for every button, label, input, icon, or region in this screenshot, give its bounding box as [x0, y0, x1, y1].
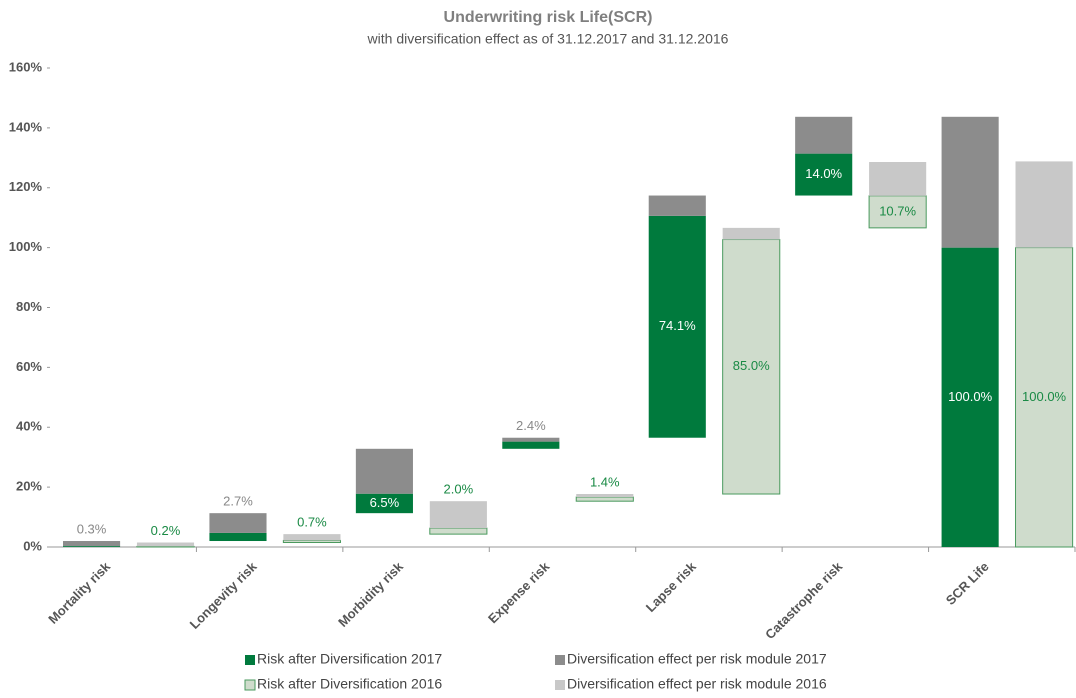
data-label: 14.0%	[805, 166, 842, 181]
y-tick-label: 0%	[23, 538, 42, 553]
bar-segment	[941, 247, 999, 547]
bar-segment	[1015, 247, 1074, 548]
bar-segment	[869, 162, 927, 196]
bar-segment	[355, 448, 413, 494]
legend-label: Risk after Diversification 2017	[257, 651, 442, 667]
data-label: 74.1%	[659, 318, 696, 333]
y-tick-label: 80%	[16, 299, 42, 314]
bar-segment	[502, 437, 560, 442]
bar-segment	[136, 545, 195, 548]
x-tick-label: SCR Life	[943, 559, 992, 608]
bar-segment	[63, 541, 121, 547]
bar-segment	[795, 153, 853, 196]
bar-segment	[576, 494, 634, 498]
data-label: 85.0%	[733, 358, 770, 373]
data-label: 2.4%	[516, 418, 546, 433]
bar-segment	[209, 532, 267, 542]
bar-segment	[355, 493, 413, 514]
y-tick-label: 140%	[9, 119, 43, 134]
data-label: 100.0%	[1022, 389, 1067, 404]
data-label: 0.3%	[77, 521, 107, 536]
bar-segment	[648, 195, 706, 216]
legend-swatch	[245, 655, 255, 665]
x-tick-label: Expense risk	[485, 558, 553, 626]
legend-swatch	[244, 679, 256, 691]
bar-segment	[209, 513, 267, 533]
x-tick-label: Lapse risk	[643, 558, 700, 615]
bar-segment	[502, 441, 560, 449]
data-label: 2.0%	[444, 482, 474, 497]
y-tick-label: 60%	[16, 359, 42, 374]
chart-subtitle: with diversification effect as of 31.12.…	[367, 31, 729, 47]
bar-segment	[648, 215, 706, 438]
bar-segment	[429, 527, 488, 535]
data-label: 10.7%	[879, 203, 916, 218]
legend-label: Diversification effect per risk module 2…	[567, 676, 827, 692]
y-tick-label: 40%	[16, 419, 42, 434]
data-label: 100.0%	[948, 389, 993, 404]
bar-segment	[795, 116, 853, 154]
x-tick-label: Mortality risk	[45, 558, 113, 626]
x-tick-label: Morbidity risk	[335, 558, 406, 629]
legend-swatch	[555, 680, 565, 690]
x-tick-label: Catastrophe risk	[762, 558, 846, 642]
bar-segment	[136, 542, 195, 547]
bar-segment	[575, 496, 634, 502]
bar-segment	[282, 539, 341, 544]
bar-segment	[63, 546, 121, 547]
bar-segment	[722, 227, 780, 240]
y-tick-label: 160%	[9, 59, 43, 74]
data-label: 0.7%	[297, 515, 327, 530]
x-tick-label: Longevity risk	[187, 558, 260, 631]
data-label: 0.2%	[151, 523, 181, 538]
bar-segment	[283, 534, 341, 541]
bar-segment	[722, 239, 781, 495]
data-label: 1.4%	[590, 474, 620, 489]
y-tick-label: 100%	[9, 239, 43, 254]
chart-title: Underwriting risk Life(SCR)	[444, 9, 653, 26]
y-tick-label: 120%	[9, 179, 43, 194]
bar-segment	[868, 195, 927, 229]
legend-label: Diversification effect per risk module 2…	[567, 651, 827, 667]
y-tick-label: 20%	[16, 479, 42, 494]
legend-swatch	[555, 655, 565, 665]
bar-segment	[429, 501, 487, 529]
bar-segment	[941, 116, 999, 248]
data-label: 2.7%	[223, 494, 253, 509]
bar-segment	[1015, 161, 1073, 248]
legend-label: Risk after Diversification 2016	[257, 676, 442, 692]
data-label: 6.5%	[370, 495, 400, 510]
